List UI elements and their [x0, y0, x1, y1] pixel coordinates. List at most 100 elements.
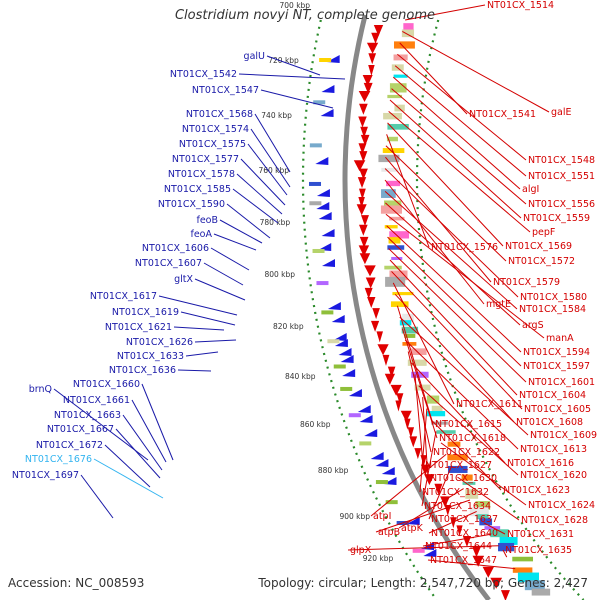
feature-block	[490, 529, 509, 538]
forward-gene	[471, 546, 482, 558]
leader-line	[104, 444, 151, 488]
tick-label: 780 kbp	[260, 218, 291, 227]
reverse-gene	[320, 109, 334, 117]
gene-label: NT01CX_1594	[523, 347, 590, 358]
outer-feature-block	[312, 248, 325, 253]
forward-gene	[360, 134, 370, 146]
leader-line	[370, 453, 447, 517]
forward-gene	[370, 320, 380, 332]
feature-block	[531, 588, 551, 596]
leader-line	[260, 89, 334, 109]
gene-label: NT01CX_1630	[430, 473, 497, 484]
forward-gene	[358, 116, 367, 128]
gene-label: NT01CX_1631	[507, 529, 574, 540]
gene-label: NT01CX_1667	[47, 424, 114, 435]
gene-label: NT01CX_1541	[469, 109, 536, 120]
feature-block	[390, 301, 409, 307]
gene-label: NT01CX_1613	[520, 444, 587, 455]
forward-gene	[364, 287, 373, 299]
forward-gene	[361, 215, 369, 227]
forward-gene	[440, 496, 450, 508]
forward-gene	[396, 393, 404, 405]
leader-line	[394, 293, 515, 423]
gene-label: feoB	[196, 215, 218, 226]
forward-gene	[368, 53, 377, 65]
tick-label: 840 kbp	[285, 372, 316, 381]
leader-line	[398, 488, 464, 529]
leader-line	[53, 388, 149, 461]
leader-line	[404, 339, 519, 450]
leader-line	[203, 262, 244, 286]
feature-block	[386, 136, 398, 142]
feature-block	[447, 441, 461, 447]
forward-gene	[500, 590, 510, 600]
feature-block	[382, 148, 405, 154]
feature-block	[524, 580, 545, 591]
feature-block	[431, 405, 443, 412]
gene-label: NT01CX_1574	[182, 124, 249, 135]
feature-block	[394, 41, 415, 49]
reverse-gene	[321, 85, 335, 93]
forward-gene	[362, 74, 373, 86]
feature-block	[389, 216, 405, 221]
leader-line	[185, 351, 219, 357]
feature-block	[461, 474, 473, 481]
gc-arc	[415, 19, 585, 600]
reverse-gene	[357, 405, 371, 413]
feature-block	[462, 481, 476, 485]
leader-line	[422, 397, 429, 479]
gene-label: NT01CX_1616	[507, 458, 574, 469]
gene-label: NT01CX_1628	[521, 515, 588, 526]
gene-label: algI	[522, 184, 539, 195]
leader-line	[428, 510, 477, 534]
gene-label: NT01CX_1551	[528, 171, 595, 182]
reverse-gene	[381, 467, 395, 475]
leader-line	[385, 145, 507, 262]
leader-line	[158, 295, 238, 316]
feature-block	[378, 154, 400, 163]
reverse-gene	[338, 348, 352, 356]
leader-line	[427, 559, 516, 570]
reverse-gene	[342, 369, 356, 377]
forward-gene	[359, 224, 368, 236]
gene-label: manA	[546, 333, 574, 344]
reverse-gene	[370, 452, 384, 460]
feature-block	[381, 189, 396, 198]
feature-block	[447, 454, 468, 461]
feature-block	[387, 94, 403, 99]
outer-feature-block	[348, 413, 361, 418]
forward-gene	[387, 366, 396, 378]
gene-label: NT01CX_1637	[431, 514, 498, 525]
leader-line	[236, 173, 283, 215]
leader-line	[388, 248, 527, 383]
outer-feature-block	[319, 58, 332, 62]
gene-label: glpX	[350, 545, 372, 556]
leader-line	[385, 202, 521, 326]
leader-line	[457, 476, 520, 521]
gene-label: NT01CX_1585	[164, 184, 231, 195]
forward-gene	[482, 566, 495, 578]
feature-block	[381, 167, 399, 172]
forward-gene	[450, 517, 457, 529]
reverse-gene	[423, 549, 437, 557]
forward-gene	[400, 410, 412, 422]
leader-line	[386, 225, 522, 353]
leader-line	[219, 219, 263, 244]
gene-label: NT01CX_1660	[73, 379, 140, 390]
leader-line	[375, 499, 471, 533]
feature-block	[389, 270, 408, 281]
outer-feature-block	[309, 181, 322, 186]
leader-line	[502, 549, 508, 558]
forward-gene	[472, 555, 484, 567]
feature-block	[499, 536, 518, 545]
forward-gene	[434, 483, 443, 495]
feature-block	[404, 333, 416, 338]
gene-label: NT01CX_1697	[12, 470, 79, 481]
feature-block	[512, 567, 533, 573]
kbp-ticks: 700 kbp 720 kbp 740 kbp 760 kbp 780 kbp 800 k…	[258, 1, 393, 563]
leader-line	[440, 442, 527, 506]
gene-label: NT01CX_1635	[505, 545, 572, 556]
leader-line	[387, 122, 504, 247]
reverse-gene	[333, 333, 347, 341]
